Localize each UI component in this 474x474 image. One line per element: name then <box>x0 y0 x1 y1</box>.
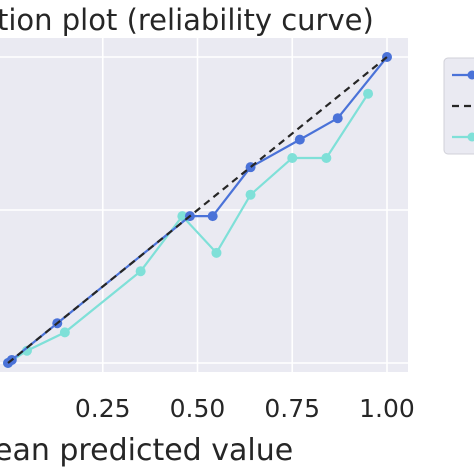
data-point <box>287 152 298 163</box>
data-point <box>21 345 32 356</box>
x-tick-label: 0.50 <box>170 394 226 423</box>
plot-area <box>0 38 408 372</box>
legend-entries <box>452 70 474 142</box>
data-point <box>59 327 70 338</box>
data-point <box>321 152 332 163</box>
data-point <box>177 211 188 222</box>
series-layer <box>3 52 392 368</box>
data-point <box>207 211 218 222</box>
data-point <box>245 189 256 200</box>
series-1 <box>7 56 388 364</box>
legend-marker <box>467 70 474 80</box>
chart-title: tion plot (reliability curve) <box>0 3 374 37</box>
data-point <box>332 113 343 124</box>
data-point <box>135 266 146 277</box>
legend <box>443 57 474 155</box>
x-tick-labels: 0.25 0.50 0.75 1.00 <box>75 394 415 423</box>
x-tick-label: 1.00 <box>359 394 415 423</box>
data-point <box>363 88 374 99</box>
series-line <box>7 93 369 364</box>
x-tick-label: 0.75 <box>264 394 320 423</box>
legend-marker <box>467 132 474 142</box>
grid-lines <box>0 38 408 372</box>
data-point <box>211 247 222 258</box>
x-tick-label: 0.25 <box>75 394 131 423</box>
legend-box <box>443 57 474 155</box>
series-line <box>7 56 388 364</box>
data-point <box>294 134 305 145</box>
x-axis-label: ean predicted value <box>0 433 293 468</box>
